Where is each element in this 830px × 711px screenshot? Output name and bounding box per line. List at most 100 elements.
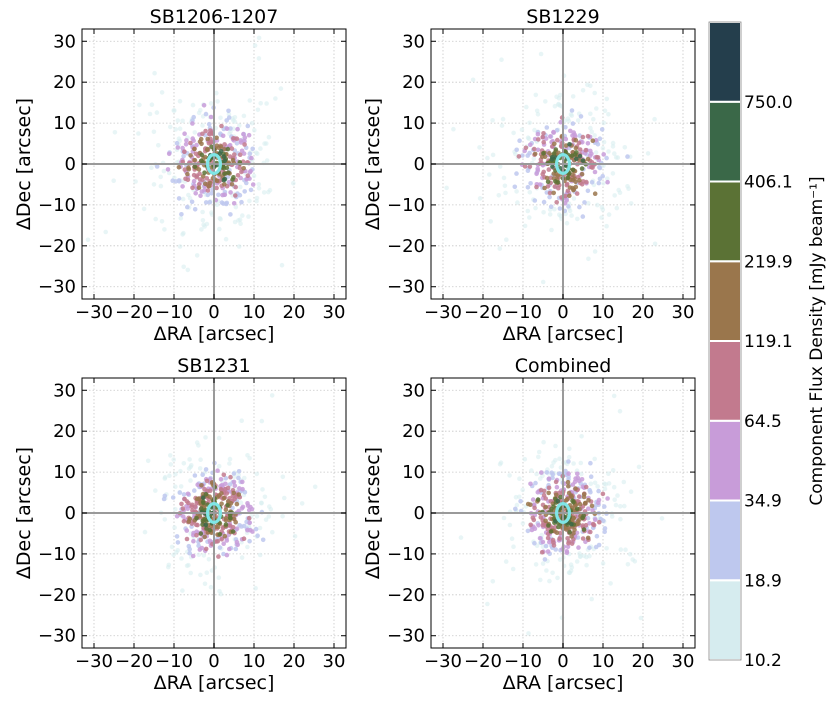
scatter-point xyxy=(231,479,237,485)
panel-title: SB1229 xyxy=(526,6,599,28)
y-axis-label: ΔDec [arcsec] xyxy=(13,98,35,230)
scatter-point xyxy=(103,229,108,235)
scatter-point xyxy=(545,549,551,554)
scatter-point xyxy=(266,514,272,519)
scatter-point xyxy=(549,464,555,469)
scatter-point xyxy=(625,154,630,159)
scatter-point xyxy=(612,151,617,156)
scatter-point xyxy=(546,523,551,528)
scatter-point xyxy=(568,112,574,117)
scatter-point xyxy=(218,148,224,154)
scatter-point xyxy=(187,516,193,522)
scatter-point xyxy=(566,204,571,209)
scatter-point xyxy=(586,506,591,512)
scatter-point xyxy=(552,184,558,189)
scatter-point xyxy=(577,501,583,507)
scatter-point xyxy=(191,538,196,544)
scatter-point xyxy=(242,142,247,147)
scatter-point xyxy=(261,190,267,195)
scatter-point xyxy=(173,179,179,184)
scatter-point xyxy=(520,487,525,493)
scatter-point xyxy=(541,439,546,445)
scatter-point xyxy=(162,474,168,480)
scatter-point xyxy=(546,476,552,482)
scatter-point xyxy=(593,544,599,550)
scatter-point xyxy=(507,473,512,478)
scatter-point xyxy=(199,158,204,164)
scatter-point xyxy=(245,123,251,129)
scatter-point xyxy=(659,516,665,521)
scatter-point xyxy=(235,173,241,178)
scatter-point xyxy=(202,170,207,175)
scatter-point xyxy=(536,137,541,142)
scatter-point xyxy=(580,523,585,528)
scatter-point xyxy=(564,220,570,226)
scatter-point xyxy=(193,191,198,196)
x-tick-label: 20 xyxy=(632,651,655,672)
scatter-point xyxy=(186,165,191,170)
scatter-point xyxy=(553,547,558,552)
scatter-point xyxy=(574,191,580,196)
scatter-point xyxy=(557,92,563,98)
scatter-point xyxy=(188,153,193,158)
scatter-point xyxy=(608,581,613,586)
scatter-point xyxy=(576,494,582,499)
y-axis-label: ΔDec [arcsec] xyxy=(13,447,35,579)
scatter-point xyxy=(501,175,507,181)
scatter-point xyxy=(270,529,275,535)
scatter-point xyxy=(590,138,596,143)
scatter-points xyxy=(458,393,665,636)
scatter-point xyxy=(142,529,148,535)
scatter-point xyxy=(558,119,563,125)
scatter-point xyxy=(601,139,607,145)
scatter-point xyxy=(558,494,563,500)
colorbar-segment xyxy=(708,21,742,103)
scatter-point xyxy=(254,198,259,204)
scatter-point xyxy=(509,536,515,541)
scatter-point xyxy=(563,125,568,130)
scatter-point xyxy=(209,144,214,150)
scatter-point xyxy=(579,471,584,477)
x-axis-label: ΔRA [arcsec] xyxy=(503,672,624,694)
scatter-point xyxy=(200,522,205,527)
scatter-point xyxy=(218,477,224,482)
scatter-point xyxy=(181,514,186,519)
scatter-point xyxy=(219,487,224,493)
scatter-point xyxy=(579,477,585,482)
scatter-point xyxy=(256,56,262,61)
scatter-point xyxy=(563,193,568,199)
scatter-point xyxy=(169,544,175,550)
y-tick-label: 20 xyxy=(402,72,425,93)
scatter-point xyxy=(527,164,533,169)
scatter-point xyxy=(214,202,220,207)
scatter-point xyxy=(223,236,229,242)
scatter-point xyxy=(237,523,242,528)
scatter-point xyxy=(579,171,585,177)
scatter-point xyxy=(196,185,202,190)
scatter-point xyxy=(204,176,210,181)
scatter-point xyxy=(235,126,240,132)
scatter-point xyxy=(166,151,172,157)
scatter-point xyxy=(549,157,555,162)
scatter-point xyxy=(571,530,576,536)
scatter-point xyxy=(538,51,544,57)
scatter-point xyxy=(528,481,533,487)
scatter-point xyxy=(229,182,235,187)
scatter-point xyxy=(528,142,533,148)
scatter-point xyxy=(526,136,532,141)
scatter-point xyxy=(208,101,214,106)
x-tick-label: −20 xyxy=(115,302,153,323)
y-tick-label: 0 xyxy=(65,154,76,175)
scatter-point xyxy=(540,171,545,177)
scatter-point xyxy=(555,137,560,143)
scatter-point xyxy=(217,226,222,232)
scatter-point xyxy=(601,152,606,157)
scatter-point xyxy=(177,98,183,104)
scatter-point xyxy=(572,527,577,532)
scatter-point xyxy=(582,200,587,205)
scatter-point xyxy=(218,115,223,121)
scatter-point xyxy=(222,142,227,147)
scatter-point xyxy=(145,458,151,464)
panel-0: −30−30−20−20−10−1000101020203030SB1206-1… xyxy=(13,6,347,345)
scatter-point xyxy=(228,212,233,217)
